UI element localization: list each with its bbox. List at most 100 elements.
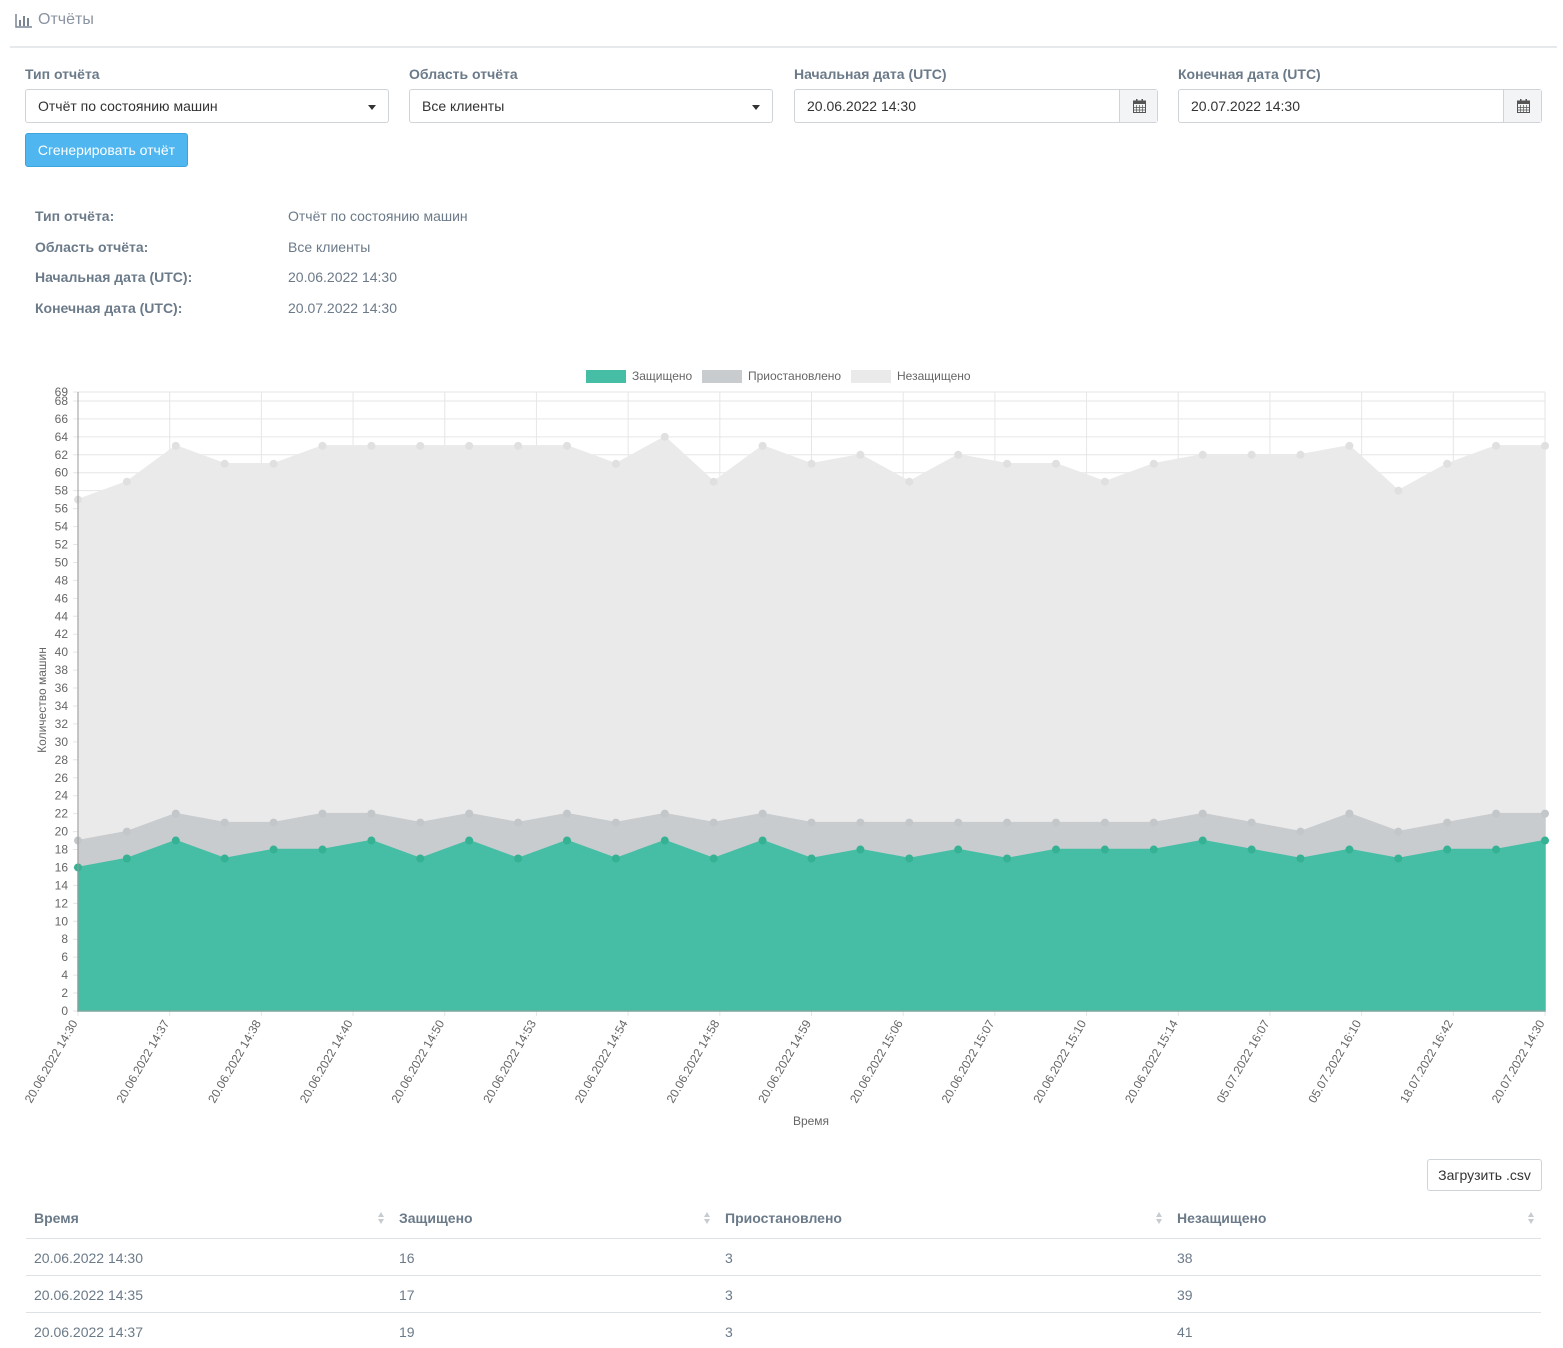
column-header-suspended[interactable]: Приостановлено	[725, 1210, 842, 1226]
start-date-field: Начальная дата (UTC) 20.06.2022 14:30	[794, 64, 1158, 123]
legend-label: Незащищено	[897, 369, 971, 383]
start-date-calendar-button[interactable]	[1119, 90, 1157, 122]
table-cell: 3	[725, 1250, 733, 1266]
data-point	[1443, 818, 1452, 827]
data-point	[1492, 845, 1501, 854]
generate-report-button[interactable]: Сгенерировать отчёт	[25, 133, 188, 167]
table-row: 20.06.2022 14:37 19 3 41	[26, 1313, 1541, 1348]
y-tick-label: 8	[61, 932, 68, 946]
data-point	[1100, 477, 1109, 486]
y-tick-label: 48	[55, 573, 69, 587]
report-type-value: Отчёт по состоянию машин	[38, 98, 218, 114]
summary-key: Конечная дата (UTC):	[35, 299, 183, 316]
data-point	[1003, 854, 1012, 863]
y-tick-label: 40	[55, 645, 69, 659]
column-header-time[interactable]: Время	[34, 1210, 79, 1226]
y-tick-label: 52	[55, 538, 69, 552]
data-point	[660, 432, 669, 441]
table-cell: 16	[399, 1250, 415, 1266]
data-point	[465, 809, 474, 818]
data-point	[1345, 809, 1354, 818]
data-point	[318, 441, 327, 450]
machine-status-chart: 0 2 4 6 8 10 12 14 16 18 20 22 24 26 28 30 32 34 36 38 40 42 4…	[0, 360, 1563, 1140]
y-tick-label: 6	[61, 950, 68, 964]
data-point	[220, 854, 229, 863]
data-point	[563, 441, 571, 450]
data-point	[1492, 809, 1501, 818]
y-tick-label: 18	[55, 843, 69, 857]
data-point	[807, 818, 816, 827]
start-date-input[interactable]: 20.06.2022 14:30	[794, 89, 1158, 123]
x-tick-label: 20.06.2022 15:07	[939, 1017, 998, 1105]
data-point	[1247, 845, 1256, 854]
chart-svg: 0246810121416182022242628303234363840424…	[22, 369, 1549, 1128]
y-tick-label: 26	[55, 771, 69, 785]
x-tick-label: 05.07.2022 16:10	[1305, 1017, 1364, 1105]
data-point	[611, 854, 620, 863]
data-point	[269, 845, 278, 854]
data-point	[563, 836, 571, 845]
data-point	[709, 477, 718, 486]
legend-swatch	[851, 370, 891, 383]
y-tick-label: 0	[61, 1004, 68, 1018]
y-tick-label: 32	[55, 717, 69, 731]
data-point	[954, 845, 963, 854]
sort-icon[interactable]	[1155, 1210, 1163, 1226]
series-area	[77, 435, 1546, 842]
calendar-icon	[1133, 99, 1146, 113]
download-csv-button[interactable]: Загрузить .csv	[1427, 1159, 1542, 1191]
column-header-protected[interactable]: Защищено	[399, 1210, 473, 1226]
data-point	[1394, 827, 1403, 836]
y-tick-label: 66	[55, 412, 69, 426]
data-point	[465, 836, 474, 845]
data-point	[269, 818, 278, 827]
sort-icon[interactable]	[1527, 1210, 1535, 1226]
table-cell: 20.06.2022 14:37	[34, 1324, 143, 1340]
y-tick-label: 62	[55, 448, 69, 462]
sort-icon[interactable]	[377, 1210, 385, 1226]
column-header-unprotected[interactable]: Незащищено	[1177, 1210, 1267, 1226]
y-tick-label: 10	[55, 914, 69, 928]
data-point	[563, 809, 571, 818]
table-cell: 3	[725, 1324, 733, 1340]
data-point	[758, 809, 767, 818]
data-point	[171, 809, 180, 818]
table-cell: 41	[1177, 1324, 1193, 1340]
end-date-input[interactable]: 20.07.2022 14:30	[1178, 89, 1542, 123]
y-tick-label: 44	[55, 609, 69, 623]
chevron-down-icon	[368, 105, 376, 110]
data-point	[954, 450, 963, 459]
y-tick-label: 64	[55, 430, 69, 444]
calendar-icon	[1517, 99, 1530, 113]
data-point	[465, 441, 474, 450]
data-point	[1198, 836, 1207, 845]
x-tick-label: 20.07.2022 14:30	[1489, 1017, 1548, 1105]
data-point	[220, 459, 229, 468]
data-point	[1541, 809, 1549, 818]
x-tick-label: 20.06.2022 14:38	[205, 1017, 264, 1105]
series-area	[77, 839, 1546, 1012]
data-point	[416, 818, 425, 827]
end-date-field: Конечная дата (UTC) 20.07.2022 14:30	[1178, 64, 1542, 123]
report-type-select[interactable]: Отчёт по состоянию машин	[25, 89, 389, 123]
x-tick-label: 20.06.2022 14:53	[480, 1017, 539, 1105]
end-date-calendar-button[interactable]	[1503, 90, 1541, 122]
data-point	[1052, 459, 1060, 468]
y-tick-label: 68	[55, 394, 69, 408]
y-tick-label: 58	[55, 484, 69, 498]
data-point	[1149, 845, 1158, 854]
table-cell: 20.06.2022 14:35	[34, 1287, 143, 1303]
data-point	[1100, 845, 1109, 854]
y-tick-label: 2	[61, 986, 68, 1000]
report-scope-select[interactable]: Все клиенты	[409, 89, 773, 123]
table-row: 20.06.2022 14:30 16 3 38	[26, 1239, 1541, 1276]
sort-icon[interactable]	[703, 1210, 711, 1226]
y-tick-label: 42	[55, 627, 69, 641]
table-header: Время Защищено Приостановлено Незащищено	[26, 1200, 1541, 1239]
summary-value: Все клиенты	[288, 238, 371, 255]
data-point	[709, 818, 718, 827]
data-point	[856, 450, 865, 459]
data-point	[416, 441, 425, 450]
data-point	[1345, 441, 1354, 450]
x-tick-label: 20.06.2022 14:54	[572, 1017, 631, 1105]
